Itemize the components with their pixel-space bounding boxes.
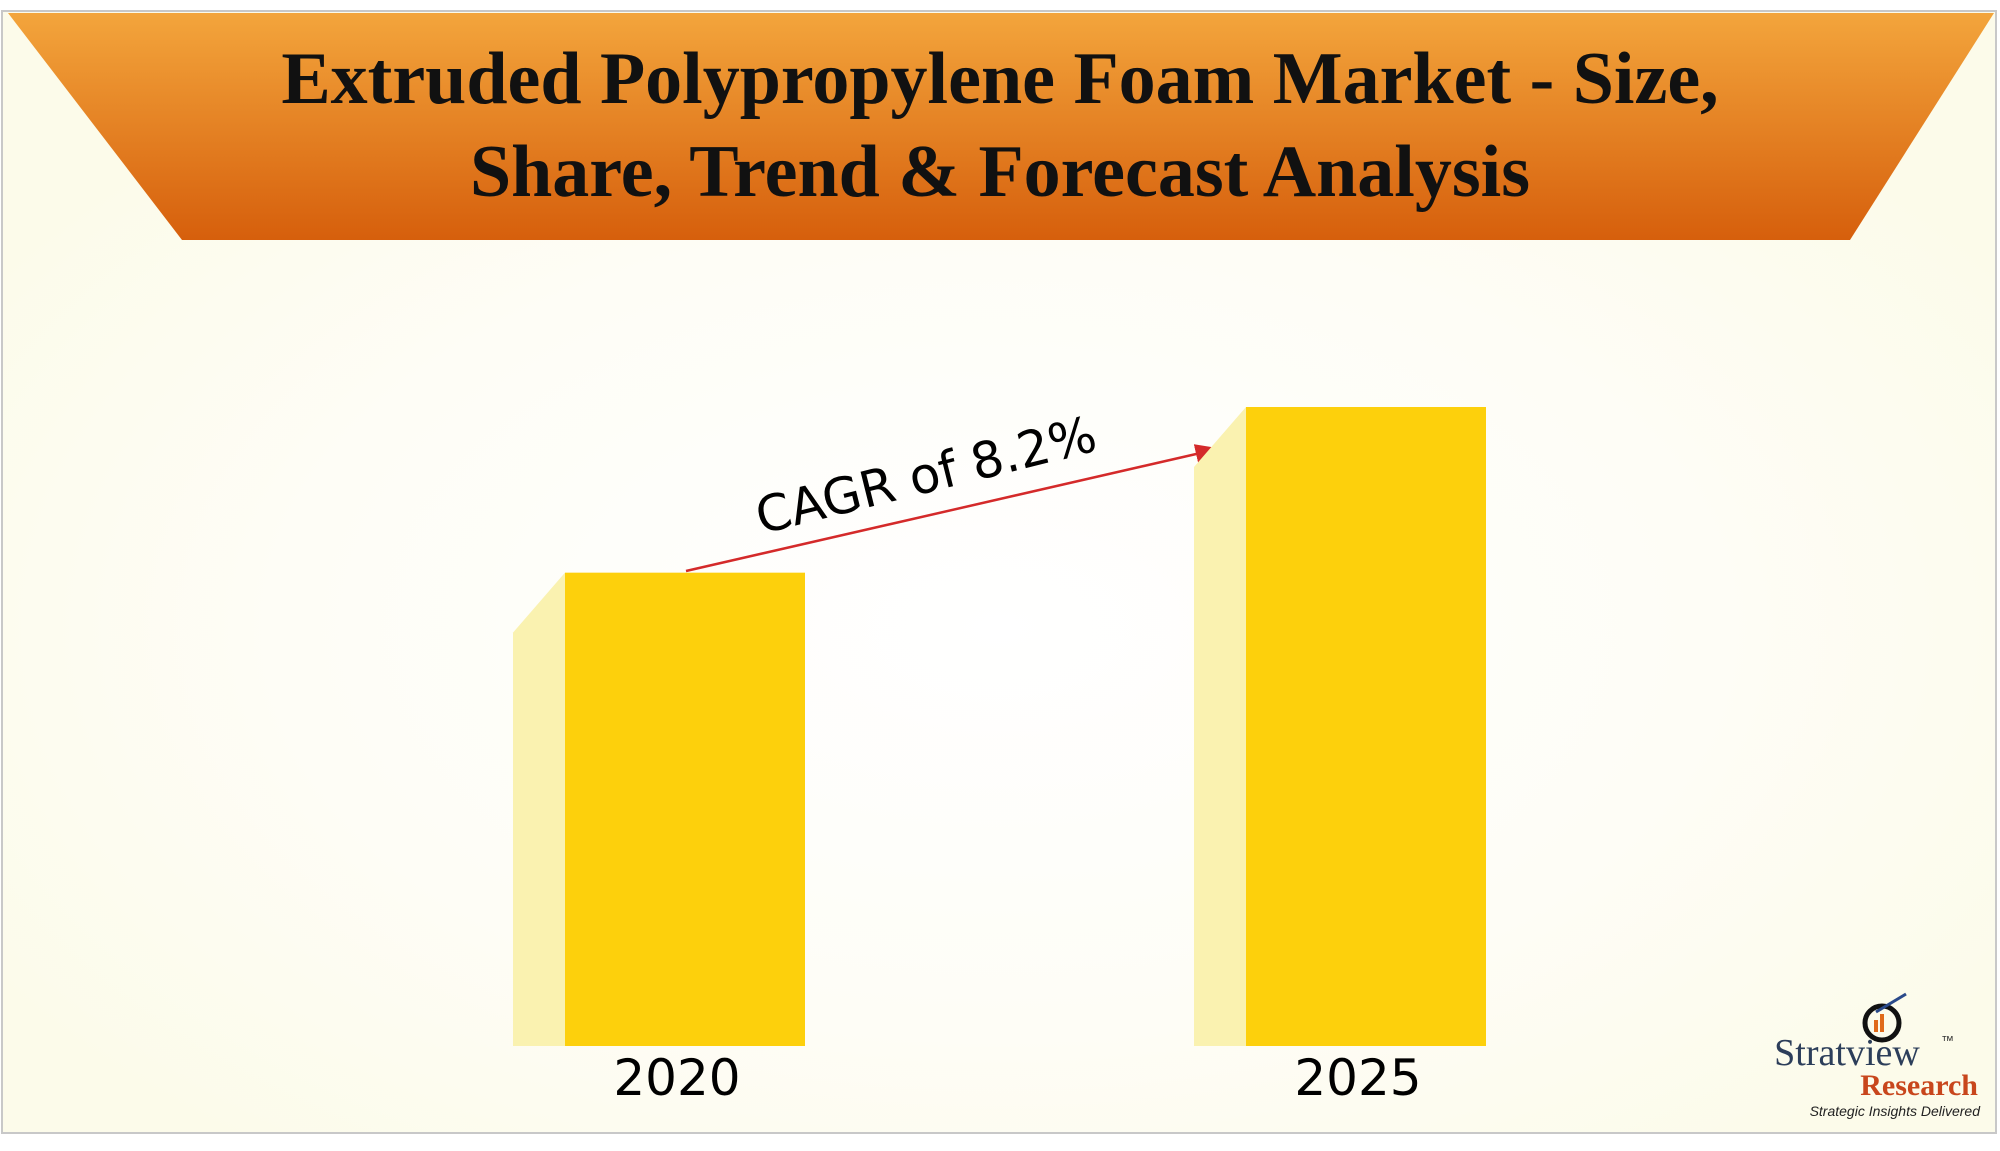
chart-title: Extruded Polypropylene Foam Market - Siz… bbox=[281, 38, 1718, 120]
title-banner bbox=[8, 13, 1994, 240]
x-tick-label: 2025 bbox=[1294, 1049, 1421, 1107]
logo-icon bbox=[1875, 992, 1907, 1014]
bar bbox=[565, 572, 805, 1046]
logo-tm: ™ bbox=[1941, 1033, 1954, 1048]
chart-title: Share, Trend & Forecast Analysis bbox=[470, 131, 1530, 213]
logo-tagline: Strategic Insights Delivered bbox=[1810, 1103, 1982, 1119]
bar-side bbox=[1194, 407, 1246, 1046]
cagr-arrow bbox=[685, 444, 1221, 573]
logo-icon bbox=[1880, 1014, 1884, 1032]
logo: Stratview ™ Research Strategic Insights … bbox=[1774, 992, 1982, 1119]
bar bbox=[1246, 407, 1486, 1046]
logo-name: Stratview bbox=[1774, 1032, 1920, 1074]
bar-side bbox=[513, 572, 565, 1046]
logo-sub: Research bbox=[1860, 1069, 1978, 1102]
logo-icon bbox=[1862, 1003, 1902, 1043]
logo-icon bbox=[1874, 1020, 1878, 1032]
x-tick-label: 2020 bbox=[613, 1049, 740, 1107]
